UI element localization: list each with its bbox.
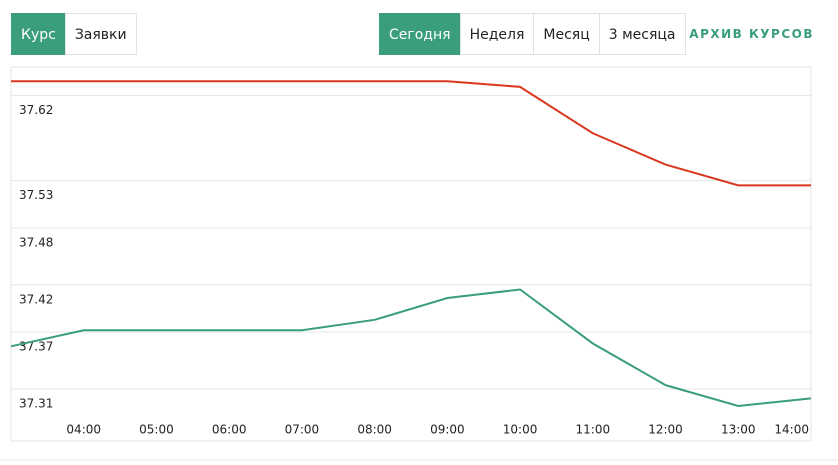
x-tick-label: 07:00: [285, 423, 320, 437]
y-tick-label: 37.53: [19, 188, 53, 202]
x-tick-label: 10:00: [503, 423, 538, 437]
tab[interactable]: Месяц: [533, 13, 600, 55]
x-tick-label: 14:00: [774, 423, 809, 437]
archive-link[interactable]: АРХИВ КУРСОВ: [689, 27, 814, 41]
x-tick-label: 05:00: [139, 423, 174, 437]
x-tick-label: 04:00: [66, 423, 101, 437]
x-tick-label: 11:00: [576, 423, 611, 437]
y-tick-label: 37.48: [19, 235, 53, 249]
y-tick-label: 37.62: [19, 103, 53, 117]
x-tick-label: 13:00: [721, 423, 756, 437]
x-tick-label: 08:00: [357, 423, 392, 437]
y-tick-label: 37.31: [19, 396, 53, 410]
y-tick-label: 37.42: [19, 292, 53, 306]
tab[interactable]: Заявки: [64, 13, 137, 55]
tab[interactable]: Неделя: [459, 13, 535, 55]
tab[interactable]: Курс: [11, 13, 66, 55]
series-line: [10, 288, 812, 407]
tab[interactable]: 3 месяца: [598, 13, 686, 55]
tab[interactable]: Сегодня: [379, 13, 461, 55]
x-tick-label: 12:00: [648, 423, 683, 437]
x-tick-label: 06:00: [212, 423, 247, 437]
plot-frame: [10, 66, 812, 442]
series-line: [11, 80, 811, 187]
chart-tabs: Курс Заявки: [11, 13, 137, 55]
x-tick-label: 09:00: [430, 423, 465, 437]
period-tabs: Сегодня Неделя Месяц 3 месяца: [379, 13, 686, 55]
